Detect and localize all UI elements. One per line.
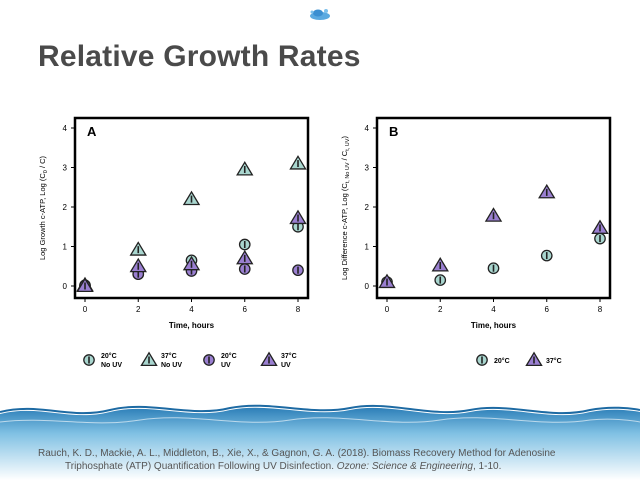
y-axis-label: Log Growth c-ATP, Log (C0 / C) — [38, 155, 49, 260]
y-tick-label: 0 — [365, 282, 370, 291]
water-wave-banner — [0, 404, 640, 480]
x-tick-label: 2 — [136, 305, 141, 314]
citation-tail: , 1-10. — [473, 461, 502, 472]
data-point — [236, 161, 254, 176]
legend-item: 20°C — [476, 354, 510, 366]
citation-line-2: Triphosphate (ATP) Quantification Follow… — [38, 460, 628, 473]
panel-label: B — [389, 124, 398, 139]
x-tick-label: 8 — [598, 305, 603, 314]
legend-label-line1: 20°C — [494, 357, 510, 365]
legend-label-line1: 37°C — [281, 352, 297, 360]
x-tick-label: 6 — [545, 305, 550, 314]
data-point — [484, 207, 503, 222]
data-point — [434, 274, 447, 286]
data-point — [289, 155, 307, 170]
legend-label-line1: 20°C — [221, 352, 237, 360]
water-splash-logo — [310, 9, 330, 20]
legend-item: 20°C UV — [203, 352, 237, 369]
y-axis-label-mid: / C — [38, 158, 47, 170]
y-tick-label: 4 — [365, 124, 370, 133]
legend-label-line1: 37°C — [546, 357, 562, 365]
legend-item: 37°C — [525, 351, 562, 367]
panel-label: A — [87, 124, 97, 139]
data-point — [538, 183, 556, 199]
x-axis-label: Time, hours — [471, 321, 517, 330]
series-b_37 — [378, 183, 609, 289]
data-point — [540, 249, 553, 262]
data-point — [182, 190, 201, 206]
data-point — [76, 277, 94, 293]
legend-item: 20°C No UV — [83, 352, 122, 369]
y-axis-label-sub1: 0 — [43, 170, 49, 173]
legend-marker — [525, 351, 543, 367]
x-axis-label: Time, hours — [169, 321, 215, 330]
legend-label-line2: UV — [221, 362, 231, 369]
y-tick-label: 1 — [365, 243, 370, 252]
legend-item: 37°C No UV — [140, 351, 182, 369]
legend-marker — [140, 351, 158, 367]
citation: Rauch, K. D., Mackie, A. L., Middleton, … — [38, 447, 628, 473]
y-axis-label: Log Difference c-ATP, Log (Ct, No UV / C… — [340, 136, 351, 280]
legend-marker — [203, 354, 215, 366]
y-axis-label-sub1: t, No UV — [345, 162, 351, 183]
series-a_37_uv — [76, 209, 307, 293]
y-tick-label: 4 — [63, 124, 68, 133]
x-tick-label: 4 — [189, 305, 194, 314]
data-point — [289, 209, 307, 225]
data-point — [238, 238, 251, 251]
data-point — [129, 257, 147, 273]
data-point — [182, 255, 201, 271]
x-tick-label: 0 — [385, 305, 390, 314]
data-point — [591, 219, 609, 234]
x-tick-label: 8 — [296, 305, 301, 314]
legend-label-line1: 37°C — [161, 352, 177, 360]
y-tick-label: 2 — [365, 203, 370, 212]
x-tick-label: 2 — [438, 305, 443, 314]
y-tick-label: 0 — [63, 282, 68, 291]
data-point — [292, 264, 304, 277]
legend-item: 37°C UV — [260, 351, 297, 369]
data-point — [594, 232, 606, 245]
legend-label-line1: 20°C — [101, 352, 117, 360]
y-axis-label-end: ) — [38, 155, 47, 158]
y-axis-label-main: Log Difference c-ATP, Log (C — [340, 183, 349, 280]
data-point — [431, 256, 449, 272]
legend-marker — [83, 354, 95, 366]
y-axis-label-mid: / C — [340, 150, 349, 162]
y-axis-label-sub2: t, UV — [345, 138, 351, 151]
legend-label-line2: No UV — [101, 362, 122, 369]
y-tick-label: 3 — [63, 164, 68, 173]
data-point — [378, 273, 396, 289]
y-axis-label-main: Log Growth c-ATP, Log (C — [38, 173, 47, 260]
y-tick-label: 3 — [365, 164, 370, 173]
x-tick-label: 0 — [83, 305, 88, 314]
data-point — [238, 263, 251, 275]
citation-line-2-text: Triphosphate (ATP) Quantification Follow… — [65, 461, 335, 472]
legend-marker — [476, 354, 488, 366]
legend-label-line2: UV — [281, 362, 291, 369]
chart-panel-b: B 0 1 2 3 4 0 2 4 6 8 Time, hours Log Difference c-A… — [340, 116, 612, 367]
y-axis-label-end: ) — [340, 136, 349, 139]
data-point — [487, 262, 500, 275]
slide-title: Relative Growth Rates — [38, 40, 361, 73]
x-tick-label: 4 — [491, 305, 496, 314]
y-tick-label: 2 — [63, 203, 68, 212]
y-tick-label: 1 — [63, 243, 68, 252]
x-tick-label: 6 — [243, 305, 248, 314]
citation-line-1: Rauch, K. D., Mackie, A. L., Middleton, … — [38, 448, 556, 459]
data-point — [236, 249, 254, 265]
citation-journal: Ozone: Science & Engineering — [336, 461, 473, 472]
chart-panel-a: A 0 1 2 3 4 0 2 4 6 8 Time, hours Log Growth c-ATP, … — [38, 116, 310, 369]
legend-marker — [260, 351, 278, 367]
legend-label-line2: No UV — [161, 362, 182, 369]
data-point — [129, 241, 147, 256]
